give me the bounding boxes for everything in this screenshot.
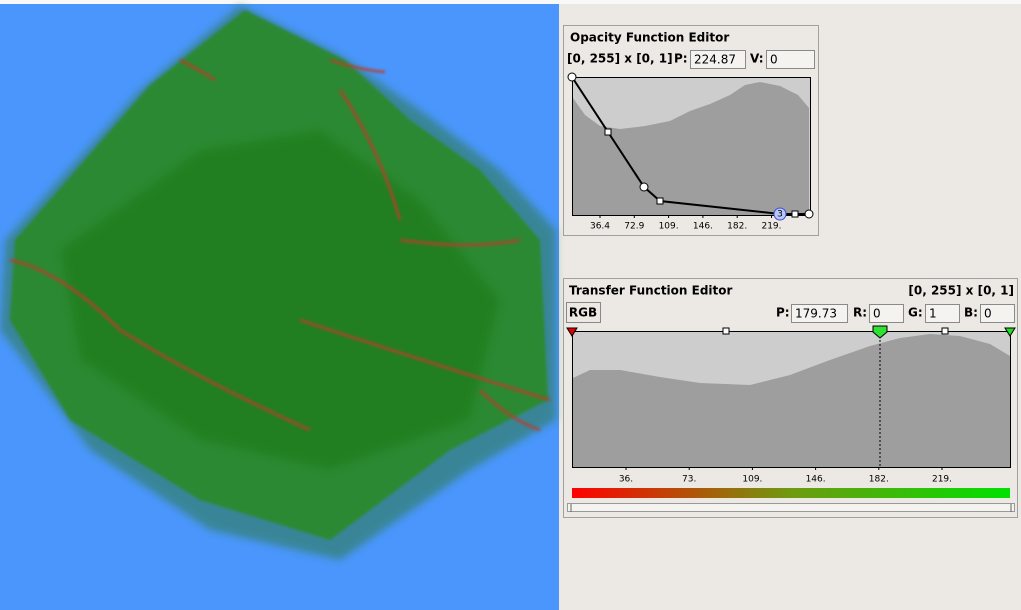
red-streak — [9, 258, 311, 432]
color-node[interactable] — [566, 327, 578, 337]
panel-title: Transfer Function Editor — [569, 284, 733, 298]
r-input[interactable] — [869, 304, 904, 323]
tick-label: 146. — [693, 222, 713, 232]
v-label: V: — [750, 52, 764, 66]
tick-label: 109. — [659, 222, 679, 232]
red-streak — [338, 89, 402, 221]
red-streak — [179, 58, 216, 82]
tick-label: 146. — [806, 475, 826, 485]
mode-button[interactable] — [566, 302, 601, 323]
b-value: 0 — [984, 307, 992, 321]
range-slider[interactable] — [567, 503, 1015, 512]
tick-label: 219. — [932, 475, 952, 485]
histogram — [573, 334, 1010, 467]
red-streak — [299, 318, 551, 402]
tick-label: 219. — [761, 222, 781, 232]
range-label: [0, 255] x [0, 1] — [567, 52, 673, 66]
p-label: P: — [674, 52, 688, 66]
top-strip — [0, 0, 1021, 4]
volume-render — [0, 4, 559, 610]
histogram — [573, 82, 809, 215]
red-streak — [329, 58, 386, 74]
r-label: R: — [853, 306, 867, 320]
color-bar — [572, 488, 1010, 498]
node[interactable] — [804, 209, 814, 219]
handle[interactable] — [791, 210, 799, 218]
node[interactable] — [639, 182, 649, 192]
b-input[interactable] — [980, 304, 1015, 323]
red-streak — [478, 388, 541, 432]
red-structures — [9, 58, 551, 432]
transfer-editor: Transfer Function Editor [0, 255] x [0, … — [563, 278, 1018, 518]
p-value: 179.73 — [795, 307, 837, 321]
p-value: 224.87 — [694, 53, 736, 67]
handle[interactable] — [604, 128, 612, 136]
handle[interactable] — [656, 197, 664, 205]
red-streak — [399, 238, 521, 247]
p-input[interactable] — [791, 304, 848, 323]
selected-node[interactable] — [773, 207, 787, 221]
v-input[interactable] — [766, 50, 815, 69]
tick-label: 73. — [682, 475, 696, 485]
r-value: 0 — [873, 307, 881, 321]
node-label: 3 — [777, 210, 783, 220]
node[interactable] — [567, 72, 577, 82]
mode-button-label: RGB — [569, 306, 597, 320]
p-input[interactable] — [690, 50, 746, 69]
color-node[interactable] — [1004, 327, 1016, 337]
handle[interactable] — [941, 327, 949, 335]
panel-title: Opacity Function Editor — [570, 31, 729, 45]
p-label: P: — [776, 306, 790, 320]
g-input[interactable] — [925, 304, 960, 323]
opacity-editor: Opacity Function Editor [0, 255] x [0, 1… — [563, 25, 819, 236]
range-label: [0, 255] x [0, 1] — [908, 284, 1014, 298]
g-value: 1 — [929, 307, 937, 321]
tick-label: 36.4 — [590, 222, 610, 232]
handle[interactable] — [722, 327, 730, 335]
tick-label: 36. — [619, 475, 633, 485]
b-label: B: — [964, 306, 978, 320]
v-value: 0 — [770, 53, 778, 67]
tick-label: 109. — [742, 475, 762, 485]
x-ticks: 36.4 72.9 109. 146. 182. 219. — [590, 215, 782, 232]
tick-label: 72.9 — [624, 222, 644, 232]
volume-core — [60, 130, 500, 470]
g-label: G: — [908, 306, 923, 320]
selected-color-node[interactable] — [872, 325, 888, 339]
tick-label: 182. — [869, 475, 889, 485]
tick-label: 182. — [727, 222, 747, 232]
x-ticks: 36. 73. 109. 146. 182. 219. — [619, 467, 952, 485]
